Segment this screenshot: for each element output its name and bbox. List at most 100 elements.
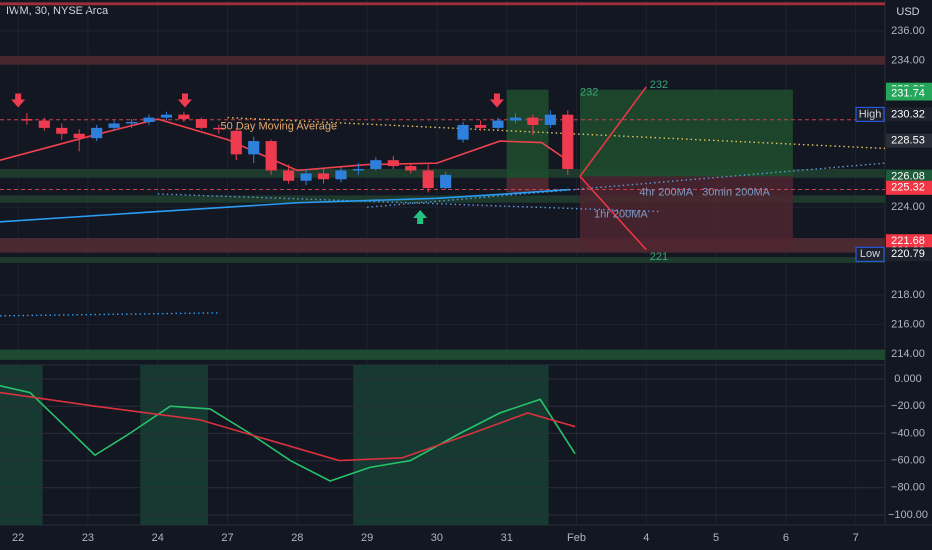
signal-arrow	[11, 93, 26, 108]
candle-body	[527, 117, 539, 125]
zone	[0, 257, 885, 263]
projection-arrow	[579, 86, 647, 177]
y-tick-label: 224.00	[891, 201, 925, 213]
candle-body	[125, 122, 138, 124]
price-tag	[886, 247, 932, 262]
candle-body	[265, 141, 277, 171]
price-tag	[886, 180, 932, 195]
x-tick-label: 7	[853, 532, 859, 544]
candle-body	[352, 168, 364, 171]
moving-average	[0, 188, 570, 223]
signal-arrow	[413, 209, 428, 224]
x-tick-label: Feb	[567, 532, 586, 544]
y-tick-label: 234.00	[891, 54, 925, 66]
candle-body	[492, 120, 504, 128]
indicator-zone	[140, 365, 208, 525]
signal-arrow	[177, 93, 192, 108]
candle-body	[562, 114, 574, 169]
price-tag	[886, 86, 932, 101]
x-tick-label: 6	[783, 532, 789, 544]
dotted-line	[157, 193, 661, 213]
price-tag-label: 228.53	[891, 135, 925, 147]
annotation: 232	[650, 79, 668, 91]
price-tag	[886, 107, 932, 122]
currency: USD	[896, 6, 919, 18]
price-tag-label: 220.79	[891, 248, 925, 260]
x-tick-label: 22	[12, 532, 24, 544]
x-tick-label: 29	[361, 532, 373, 544]
x-tick-label: 31	[501, 532, 513, 544]
candle-body	[440, 174, 452, 189]
dotted-line	[367, 162, 886, 208]
projection-box	[506, 177, 549, 193]
candle-body	[108, 123, 120, 128]
annotation: 4hr 200MA	[639, 186, 693, 198]
x-tick-label: 5	[713, 532, 719, 544]
candle-body	[300, 173, 312, 181]
candle-body	[160, 114, 173, 118]
zone	[0, 55, 885, 65]
indicator-zone	[0, 365, 43, 525]
candle-body	[195, 119, 207, 128]
x-tick-label: 24	[152, 532, 164, 544]
candle-body	[474, 124, 487, 128]
y-tick-label: −40.00	[891, 427, 925, 439]
dotted-line	[227, 116, 886, 150]
price-tag-label: 231.74	[891, 87, 925, 99]
x-tick-label: 4	[643, 532, 649, 544]
dotted-line	[0, 312, 221, 317]
projection-box	[579, 176, 793, 252]
price-note-bg	[855, 106, 885, 122]
candle-body	[38, 120, 50, 128]
candle-body	[178, 114, 190, 120]
annotation: 30min 200MA	[702, 186, 771, 198]
candle-body	[544, 114, 556, 125]
annotation: 1hr 200MA	[594, 208, 648, 220]
x-tick-label: 28	[291, 532, 303, 544]
price-tag-label: 230.32	[891, 108, 925, 120]
candle-body	[230, 130, 242, 155]
indicator-zone	[353, 365, 549, 525]
candle-body	[335, 170, 347, 180]
indicator-line	[0, 391, 576, 462]
y-tick-label: −20.00	[891, 400, 925, 412]
zone	[0, 349, 885, 360]
price-tag-label: 226.08	[891, 171, 925, 183]
candle-body	[509, 117, 522, 121]
projection-box	[506, 89, 549, 178]
zone	[0, 168, 885, 178]
price-note: High	[859, 108, 882, 120]
y-tick-label: 236.00	[891, 25, 925, 37]
indicator-line	[0, 385, 576, 482]
candle-body	[21, 119, 33, 121]
y-tick-label: 216.00	[891, 319, 925, 331]
price-tag-label: 221.68	[891, 235, 925, 247]
price-tag	[886, 169, 932, 184]
candle-body	[213, 127, 225, 130]
signal-arrow	[489, 93, 504, 108]
candle-body	[283, 170, 295, 181]
annotation: 50 Day Moving Average	[221, 120, 338, 132]
candle-body	[248, 141, 260, 155]
candle-body	[370, 160, 382, 169]
chart-title: IWM, 30, NYSE Arca	[6, 5, 109, 17]
y-tick-label: 214.00	[891, 348, 925, 360]
candle-body	[457, 124, 469, 140]
candle-body	[422, 170, 434, 189]
projection-arrow	[579, 175, 647, 251]
candle-body	[387, 160, 399, 167]
candle-body	[56, 127, 68, 134]
price-note-bg	[855, 246, 885, 262]
candle-body	[73, 133, 85, 139]
price-tag	[886, 133, 932, 148]
candle-body	[91, 127, 103, 139]
y-tick-label: −80.00	[891, 482, 925, 494]
candle-body	[143, 117, 155, 123]
x-tick-label: 23	[82, 532, 94, 544]
price-note: Low	[860, 248, 880, 260]
price-tag-label: 225.32	[891, 182, 925, 194]
x-tick-label: 30	[431, 532, 443, 544]
moving-average	[0, 118, 570, 172]
